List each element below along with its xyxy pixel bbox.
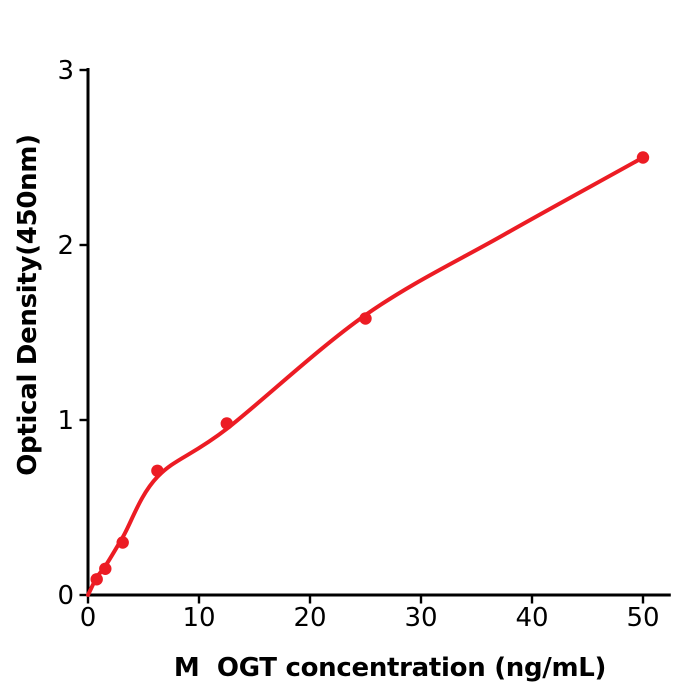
- x-tick-label: 0: [80, 603, 97, 633]
- data-point: [636, 151, 650, 164]
- data-point: [90, 573, 103, 586]
- data-point: [151, 464, 164, 477]
- x-tick-label: 20: [293, 603, 326, 633]
- y-axis-title: Optical Density(450nm): [13, 134, 43, 476]
- x-tick-label: 30: [404, 603, 437, 633]
- axes-spine: [86, 68, 671, 597]
- x-tick-label: 50: [626, 603, 659, 633]
- data-point: [220, 417, 233, 430]
- x-tick-label: 10: [182, 603, 215, 633]
- data-point: [99, 562, 112, 575]
- y-tick-label: 0: [57, 581, 74, 611]
- x-tick-label: 40: [515, 603, 548, 633]
- y-tick-label: 2: [57, 231, 74, 261]
- data-point: [116, 536, 129, 549]
- y-tick-label: 1: [57, 406, 74, 436]
- x-axis-title: M OGT concentration (ng/mL): [173, 653, 607, 683]
- data-point: [359, 312, 372, 325]
- y-tick-label: 3: [57, 56, 74, 86]
- fit-curve: [86, 155, 645, 597]
